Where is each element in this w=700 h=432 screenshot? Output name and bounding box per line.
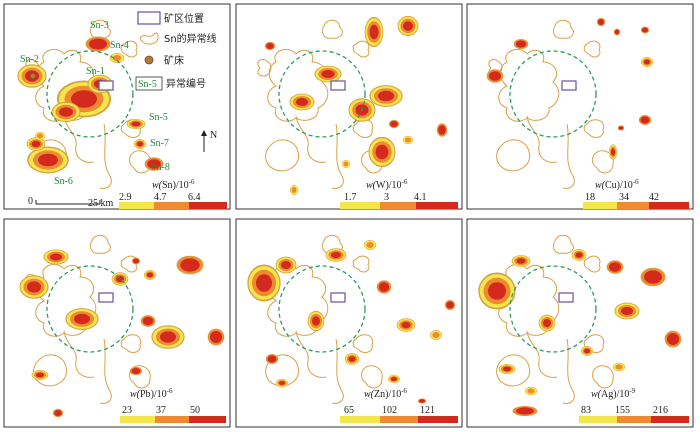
svg-text:0: 0 [28,196,33,207]
svg-text:37: 37 [156,405,166,416]
svg-text:25 km: 25 km [88,198,114,209]
north-arrow: N [201,130,217,152]
label-sn-2: Sn-2 [20,54,39,65]
svg-text:3: 3 [384,192,389,203]
panel-zn: w(Zn)/10-6 65 102 121 [235,218,463,428]
legend-anomaly-id-sample: Sn-5 [138,79,157,90]
svg-text:4.7: 4.7 [154,192,167,203]
sn-anomaly-5 [126,118,146,130]
panel-cu-title: w(Cu)/10-6 [595,178,639,191]
study-area-circle [46,50,134,138]
panel-ag-title: w(Ag)/10-9 [591,387,636,400]
svg-text:83: 83 [581,405,591,416]
label-sn-3: Sn-3 [90,20,109,31]
svg-text:1.7: 1.7 [344,192,357,203]
label-sn-6: Sn-6 [54,176,73,187]
scale-bar: 0 25 km [28,196,114,209]
color-scale-cu: w(Cu)/10-6 18 34 42 [583,178,689,209]
legend: 矿区位置 Sn的异常线 矿床 Sn-5 异常编号 [135,11,217,91]
sn-anomaly-6 [27,146,69,174]
svg-text:N: N [210,130,217,141]
svg-text:42: 42 [649,192,659,203]
svg-text:50: 50 [190,405,200,416]
panel-w: w(W)/10-6 1.7 3 4.1 [235,3,463,210]
svg-text:18: 18 [585,192,595,203]
panel-w-title: w(W)/10-6 [366,178,408,191]
panel-sn-title: w(Sn)/10-6 [152,178,195,191]
svg-text:65: 65 [344,405,354,416]
color-scale-ag: w(Ag)/10-9 83 155 216 [579,387,689,423]
label-sn-4: Sn-4 [110,40,129,51]
panel-sn: Sn-3 Sn-4 Sn-2 Sn-1 Sn-5 Sn-7 Sn-8 Sn-6 … [3,3,231,210]
legend-anomaly-id: 异常编号 [166,77,206,90]
svg-text:216: 216 [653,405,668,416]
label-sn-7: Sn-7 [150,138,169,149]
panel-pb-title: w(Pb)/10-6 [130,387,173,400]
legend-deposit: 矿床 [164,54,184,67]
deposit-marker [29,72,37,80]
sn-anomaly-7 [133,138,147,150]
svg-text:23: 23 [122,405,132,416]
color-scale-zn: w(Zn)/10-6 65 102 121 [340,387,458,423]
mine-location-rect [98,80,114,91]
label-sn-1: Sn-1 [86,66,105,77]
svg-text:102: 102 [382,405,397,416]
panel-ag: w(Ag)/10-9 83 155 216 [466,218,694,428]
color-scale-sn: w(Sn)/10-6 2.9 4.7 6.4 [119,178,227,209]
svg-text:155: 155 [615,405,630,416]
svg-text:6.4: 6.4 [188,192,201,203]
svg-text:121: 121 [420,405,435,416]
legend-sn-anomaly-line: Sn的异常线 [164,32,217,45]
panel-zn-title: w(Zn)/10-6 [364,387,408,400]
label-sn-8: Sn-8 [151,162,170,173]
legend-mine-location: 矿区位置 [164,12,204,25]
svg-text:34: 34 [619,192,629,203]
panel-pb: w(Pb)/10-6 23 37 50 [3,218,231,428]
panel-cu: w(Cu)/10-6 18 34 42 [466,3,694,210]
color-scale-pb: w(Pb)/10-6 23 37 50 [120,387,226,423]
sn-anomaly-3 [85,36,111,52]
svg-text:2.9: 2.9 [119,192,132,203]
svg-text:4.1: 4.1 [414,192,427,203]
label-sn-5: Sn-5 [149,112,168,123]
color-scale-w: w(W)/10-6 1.7 3 4.1 [340,178,458,209]
